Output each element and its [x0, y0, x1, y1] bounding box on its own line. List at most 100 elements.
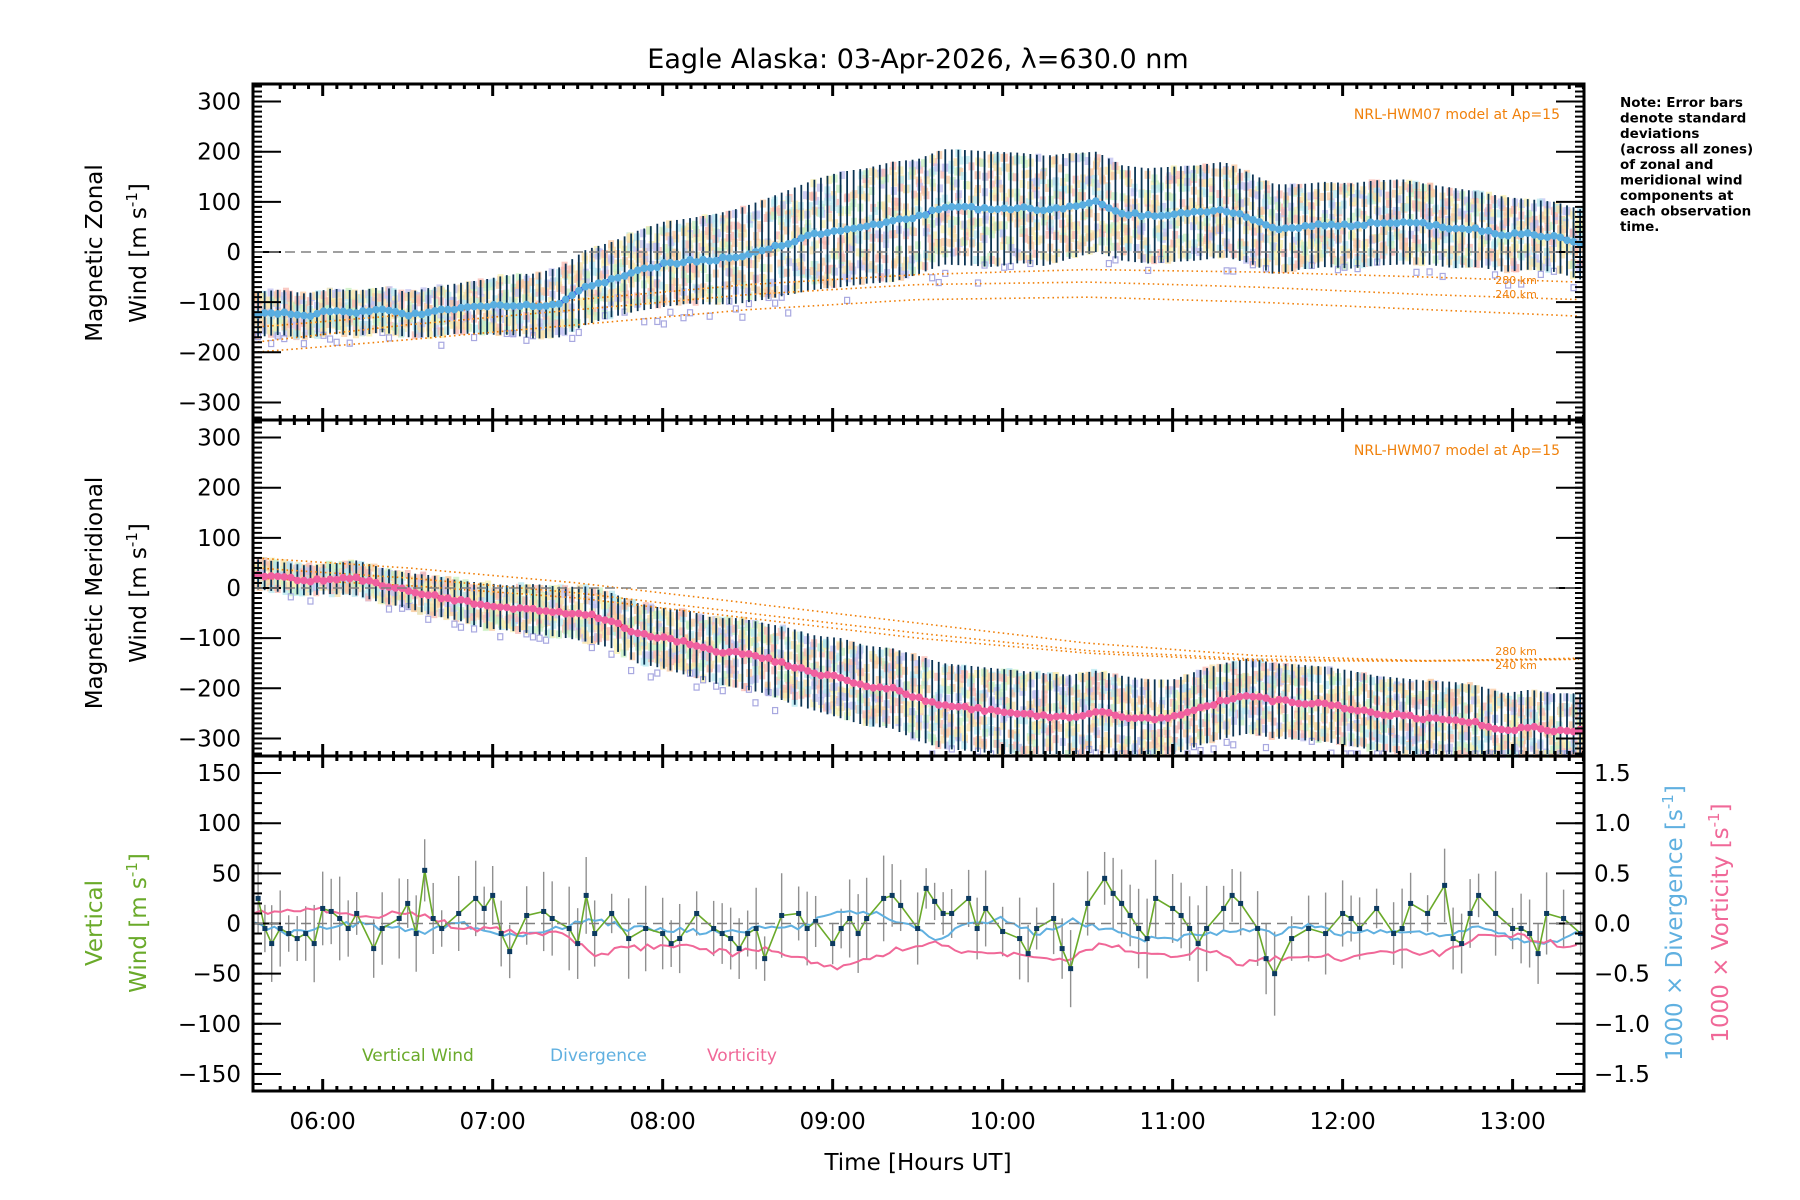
- zone-marker: [747, 219, 754, 228]
- zone-marker: [1353, 244, 1360, 253]
- zone-marker: [561, 589, 568, 598]
- zone-marker: [377, 575, 384, 584]
- zonal-wind-point: [391, 307, 400, 316]
- note-line: components at: [1620, 188, 1734, 204]
- zonal-wind-point: [522, 300, 531, 309]
- zone-marker: [1421, 214, 1428, 223]
- zone-marker: [1178, 183, 1185, 192]
- zone-marker: [737, 228, 744, 237]
- zone-marker: [365, 568, 372, 577]
- zone-marker: [511, 287, 518, 296]
- zone-marker: [1281, 207, 1288, 216]
- zone-marker: [839, 253, 846, 262]
- zone-marker: [577, 629, 584, 638]
- zone-marker: [681, 240, 688, 249]
- zone-marker: [620, 283, 627, 292]
- zone-marker: [712, 214, 719, 223]
- zone-marker: [767, 213, 774, 222]
- zone-marker: [1438, 251, 1445, 260]
- zone-marker: [750, 629, 757, 638]
- zonal-wind-point: [718, 253, 727, 262]
- zone-marker: [731, 209, 738, 218]
- outlier-zone-marker: [706, 312, 713, 320]
- zone-marker: [803, 661, 810, 670]
- outlier-zone-marker: [1426, 268, 1433, 276]
- zone-marker: [793, 280, 800, 289]
- zone-marker: [1432, 238, 1439, 247]
- zone-marker: [725, 241, 732, 250]
- zone-marker: [531, 626, 538, 635]
- outlier-zone-marker: [608, 650, 615, 658]
- outlier-zone-marker: [647, 673, 654, 681]
- zone-marker: [1519, 221, 1526, 230]
- zone-marker: [823, 638, 830, 647]
- zone-marker: [1565, 245, 1572, 254]
- zonal-wind-point: [568, 291, 577, 300]
- zone-marker: [1342, 241, 1349, 250]
- zone-marker: [949, 177, 956, 186]
- zone-marker: [1473, 259, 1480, 268]
- zone-marker: [610, 605, 617, 614]
- zone-marker: [747, 675, 754, 684]
- zone-marker: [740, 280, 747, 289]
- zone-marker: [518, 582, 525, 591]
- zone-marker: [318, 302, 325, 311]
- zone-marker: [1068, 153, 1075, 162]
- zone-marker: [387, 587, 394, 596]
- zone-marker: [836, 652, 843, 661]
- zone-marker: [407, 601, 414, 610]
- zone-marker: [1310, 233, 1317, 242]
- zone-marker: [531, 311, 538, 320]
- zonal-wind-point: [1314, 220, 1323, 228]
- zone-marker: [882, 255, 889, 264]
- zone-marker: [286, 290, 293, 299]
- zonal-wind-point: [843, 225, 851, 233]
- zone-marker: [469, 605, 476, 614]
- zone-marker: [465, 281, 472, 290]
- zone-marker: [698, 262, 705, 271]
- zone-marker: [377, 301, 384, 310]
- zone-marker: [1002, 208, 1009, 217]
- zonal-wind-point: [287, 310, 295, 319]
- zone-marker: [858, 191, 865, 200]
- zone-marker: [646, 623, 653, 632]
- zone-marker: [282, 329, 289, 338]
- zone-marker: [256, 324, 263, 333]
- zone-marker: [1300, 255, 1307, 264]
- zone-marker: [420, 287, 427, 296]
- zonal-wind-point: [1530, 231, 1539, 239]
- zone-marker: [1477, 251, 1484, 260]
- zonal-wind-point: [339, 307, 347, 316]
- zonal-wind-point: [1504, 231, 1512, 240]
- zonal-wind-point: [1307, 222, 1316, 231]
- zone-marker: [1176, 217, 1183, 226]
- zonal-wind-point: [784, 240, 793, 248]
- zonal-wind-point: [921, 211, 930, 219]
- zone-marker: [1323, 182, 1330, 191]
- zone-marker: [378, 293, 385, 302]
- zone-marker: [990, 225, 997, 234]
- zone-marker: [600, 270, 607, 279]
- zone-marker: [420, 571, 427, 580]
- zone-marker: [1398, 186, 1405, 195]
- zone-marker: [675, 611, 682, 620]
- zone-marker: [688, 259, 695, 268]
- zonal-wind-point: [1465, 225, 1473, 234]
- zone-marker: [790, 675, 797, 684]
- zone-marker: [976, 158, 983, 167]
- zone-marker: [1333, 190, 1340, 199]
- zone-marker: [1074, 226, 1081, 235]
- outlier-zone-marker: [719, 687, 726, 695]
- zone-marker: [1172, 220, 1179, 229]
- zone-marker: [1375, 207, 1382, 216]
- zone-marker: [698, 233, 705, 242]
- model-280km-curve: [252, 281, 1579, 344]
- zone-marker: [882, 203, 889, 212]
- zone-marker: [1420, 243, 1427, 252]
- zone-marker: [627, 243, 634, 252]
- zone-marker: [803, 636, 810, 645]
- zone-marker: [1503, 207, 1510, 216]
- zone-marker: [453, 321, 460, 330]
- zone-marker: [960, 172, 967, 181]
- zone-marker: [325, 319, 332, 328]
